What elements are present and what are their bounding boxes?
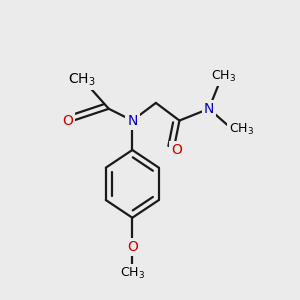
Text: CH$_3$: CH$_3$ <box>68 71 96 88</box>
Text: N: N <box>204 102 214 116</box>
Text: CH$_3$: CH$_3$ <box>211 69 236 84</box>
Text: O: O <box>62 114 73 128</box>
Text: CH$_3$: CH$_3$ <box>120 266 145 281</box>
Text: CH$_3$: CH$_3$ <box>229 122 254 137</box>
Text: N: N <box>127 114 137 128</box>
Text: O: O <box>171 143 182 157</box>
Text: O: O <box>127 240 138 254</box>
